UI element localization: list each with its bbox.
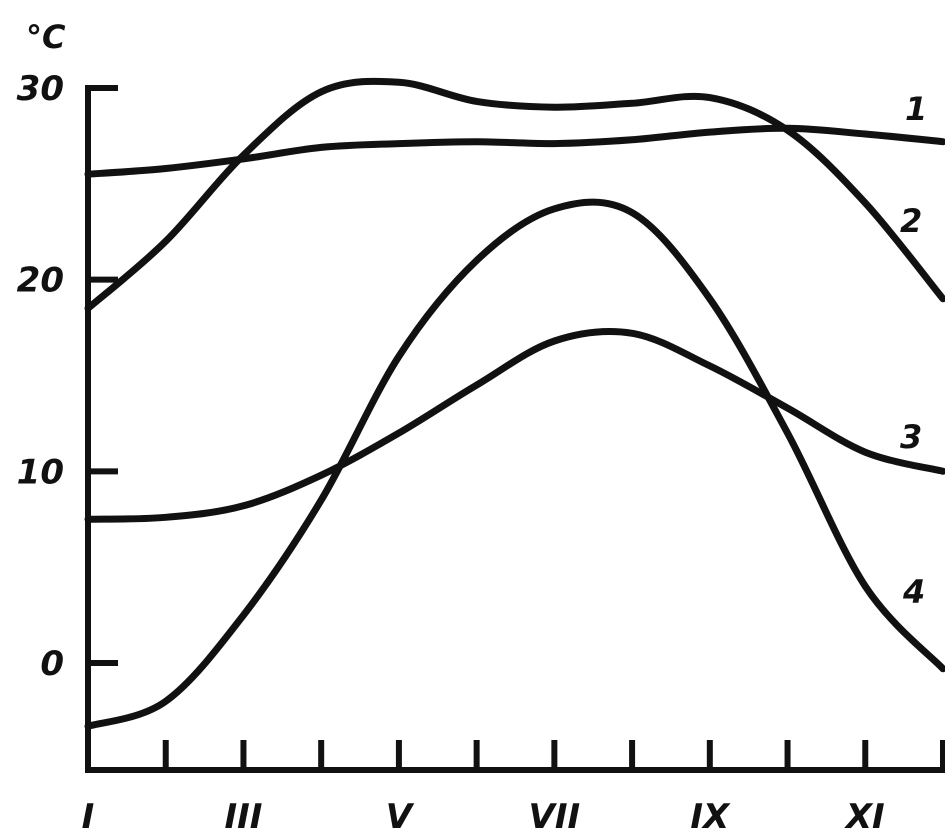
x-tick-label: XI (844, 797, 885, 837)
y-tick-label: 10 (17, 452, 64, 492)
series-label-3: 3 (900, 418, 922, 456)
series-label-1: 1 (905, 90, 927, 128)
x-axis-ticks: I III V VII IX XI (82, 740, 945, 837)
x-tick-label: IX (690, 797, 731, 837)
series-lines (84, 77, 945, 730)
series-line-3 (84, 328, 945, 523)
x-tick-label: VII (529, 797, 581, 837)
y-axis-ticks: 0 10 20 30 (17, 69, 118, 684)
y-tick-label: 30 (17, 69, 64, 109)
x-tick-label: III (224, 797, 262, 837)
y-tick-label: 0 (40, 644, 64, 684)
series-labels: 1 2 3 4 (900, 90, 927, 611)
series-line-4 (84, 198, 945, 730)
series-label-4: 4 (902, 573, 925, 611)
x-tick-label: I (82, 797, 95, 837)
x-tick-label: V (386, 797, 415, 837)
series-line-2 (84, 77, 945, 312)
y-axis-unit-label: °C (26, 18, 66, 56)
y-tick-label: 20 (17, 261, 64, 301)
series-label-2: 2 (900, 202, 922, 240)
